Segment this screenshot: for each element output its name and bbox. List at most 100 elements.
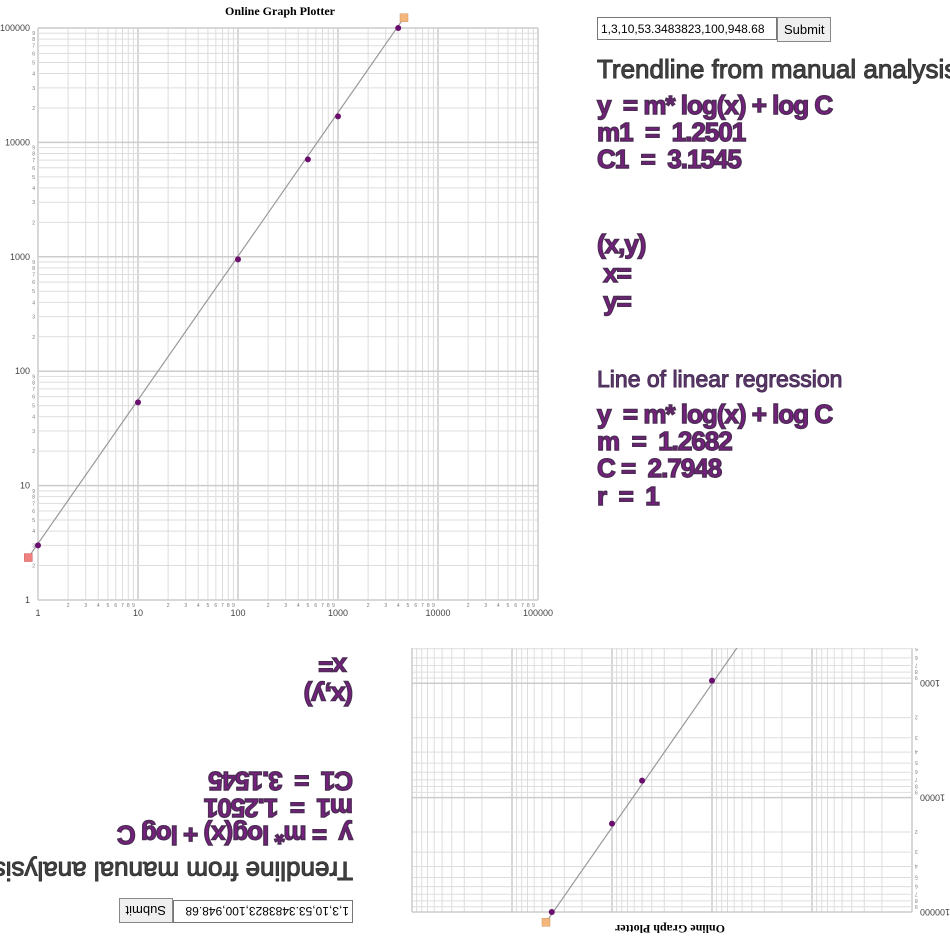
y-minor-tick-label: 6 xyxy=(32,166,35,172)
x-minor-tick-label: 4 xyxy=(197,603,200,609)
data-input-form: Submit xyxy=(118,898,353,923)
y-minor-tick-label: 7 xyxy=(32,273,35,279)
y-minor-tick-label: 4 xyxy=(32,415,35,421)
y-minor-tick-label: 2 xyxy=(915,828,918,834)
graph-title: Online Graph Plotter xyxy=(615,922,725,936)
manual-m1: m1 = 1.2501 xyxy=(204,792,354,823)
x-minor-tick-label: 9 xyxy=(432,603,435,609)
y-minor-tick-label: 3 xyxy=(32,86,35,92)
y-tick-label: 100000 xyxy=(920,907,950,917)
x-minor-tick-label: 9 xyxy=(132,603,135,609)
x-minor-tick-label: 4 xyxy=(297,603,300,609)
x-minor-tick-label: 9 xyxy=(532,603,535,609)
submit-button[interactable]: Submit xyxy=(777,17,832,42)
y-minor-tick-label: 4 xyxy=(915,748,918,754)
graph-title: Online Graph Plotter xyxy=(225,4,335,18)
y-tick-label: 100000 xyxy=(0,23,30,33)
x-tick-label: 10 xyxy=(133,608,143,618)
y-minor-tick-label: 2 xyxy=(32,335,35,341)
x-minor-tick-label: 3 xyxy=(484,603,487,609)
data-input[interactable] xyxy=(173,900,353,923)
y-minor-tick-label: 5 xyxy=(915,759,918,765)
y-minor-tick-label: 7 xyxy=(32,387,35,393)
regression-r: r = 1 xyxy=(596,481,660,511)
log-log-graph[interactable]: 2345678923456789234567892345678923456789… xyxy=(390,648,950,940)
manual-c1: C1 = 3.1545 xyxy=(208,765,353,796)
y-minor-tick-label: 7 xyxy=(915,776,918,782)
cursor-label: (x,y) xyxy=(596,229,647,259)
x-minor-tick-label: 3 xyxy=(284,603,287,609)
y-minor-tick-label: 8 xyxy=(32,266,35,272)
data-point xyxy=(548,909,555,915)
y-minor-tick-label: 9 xyxy=(32,146,35,152)
y-minor-tick-label: 6 xyxy=(32,280,35,286)
x-minor-tick-label: 9 xyxy=(332,603,335,609)
y-minor-tick-label: 5 xyxy=(32,289,35,295)
regression-heading: Line of linear regression xyxy=(596,366,843,393)
y-tick-label: 1000 xyxy=(10,252,30,262)
y-minor-tick-label: 3 xyxy=(32,429,35,435)
y-minor-tick-label: 4 xyxy=(32,72,35,78)
x-minor-tick-label: 5 xyxy=(507,603,510,609)
x-minor-tick-label: 6 xyxy=(314,603,317,609)
x-minor-tick-label: 6 xyxy=(514,603,517,609)
x-minor-tick-label: 5 xyxy=(107,603,110,609)
x-minor-tick-label: 2 xyxy=(267,603,270,609)
x-minor-tick-label: 2 xyxy=(167,603,170,609)
y-tick-label: 10000 xyxy=(5,137,30,147)
y-minor-tick-label: 6 xyxy=(915,768,918,774)
y-minor-tick-label: 7 xyxy=(32,501,35,507)
x-minor-tick-label: 8 xyxy=(527,603,530,609)
data-point xyxy=(135,399,141,406)
y-minor-tick-label: 9 xyxy=(915,788,918,794)
y-minor-tick-label: 5 xyxy=(915,648,918,651)
y-minor-tick-label: 6 xyxy=(915,883,918,889)
x-minor-tick-label: 8 xyxy=(327,603,330,609)
y-minor-tick-label: 2 xyxy=(32,220,35,226)
y-minor-tick-label: 5 xyxy=(32,518,35,524)
y-tick-label: 10000 xyxy=(920,793,945,803)
y-minor-tick-label: 6 xyxy=(915,654,918,660)
y-minor-tick-label: 5 xyxy=(32,60,35,66)
x-tick-label: 100000 xyxy=(523,608,553,618)
submit-button[interactable]: Submit xyxy=(118,898,173,923)
y-minor-tick-label: 3 xyxy=(915,734,918,740)
x-minor-tick-label: 3 xyxy=(184,603,187,609)
x-tick-label: 1000 xyxy=(328,608,348,618)
y-minor-tick-label: 9 xyxy=(915,674,918,680)
data-point xyxy=(35,542,41,549)
x-minor-tick-label: 9 xyxy=(232,603,235,609)
x-minor-tick-label: 7 xyxy=(521,603,524,609)
y-minor-tick-label: 4 xyxy=(32,529,35,535)
regression-m: m = 1.2682 xyxy=(596,426,733,456)
x-minor-tick-label: 4 xyxy=(397,603,400,609)
x-minor-tick-label: 8 xyxy=(127,603,130,609)
y-minor-tick-label: 8 xyxy=(32,151,35,157)
data-point xyxy=(335,113,341,120)
y-minor-tick-label: 7 xyxy=(915,890,918,896)
y-minor-tick-label: 2 xyxy=(32,449,35,455)
y-minor-tick-label: 8 xyxy=(915,783,918,789)
y-tick-label: 1000 xyxy=(920,678,940,688)
regression-c: C = 2.7948 xyxy=(596,453,723,483)
x-minor-tick-label: 3 xyxy=(84,603,87,609)
y-minor-tick-label: 7 xyxy=(32,158,35,164)
cursor-label: (x,y) xyxy=(304,680,354,711)
x-tick-label: 10000 xyxy=(425,608,450,618)
y-tick-label: 1 xyxy=(25,595,30,605)
y-minor-tick-label: 5 xyxy=(915,874,918,880)
trendline-start-handle xyxy=(24,553,33,562)
cursor-x: x= xyxy=(318,651,353,682)
x-minor-tick-label: 7 xyxy=(221,603,224,609)
y-minor-tick-label: 8 xyxy=(32,37,35,43)
regression-equation: y = m* log(x) + log C xyxy=(596,399,834,429)
cursor-y: y= xyxy=(597,286,633,316)
x-minor-tick-label: 5 xyxy=(407,603,410,609)
manual-equation: y = m* log(x) + log C xyxy=(596,90,834,120)
x-minor-tick-label: 3 xyxy=(384,603,387,609)
data-point xyxy=(609,820,615,827)
x-minor-tick-label: 2 xyxy=(67,603,70,609)
data-input[interactable] xyxy=(597,17,777,40)
